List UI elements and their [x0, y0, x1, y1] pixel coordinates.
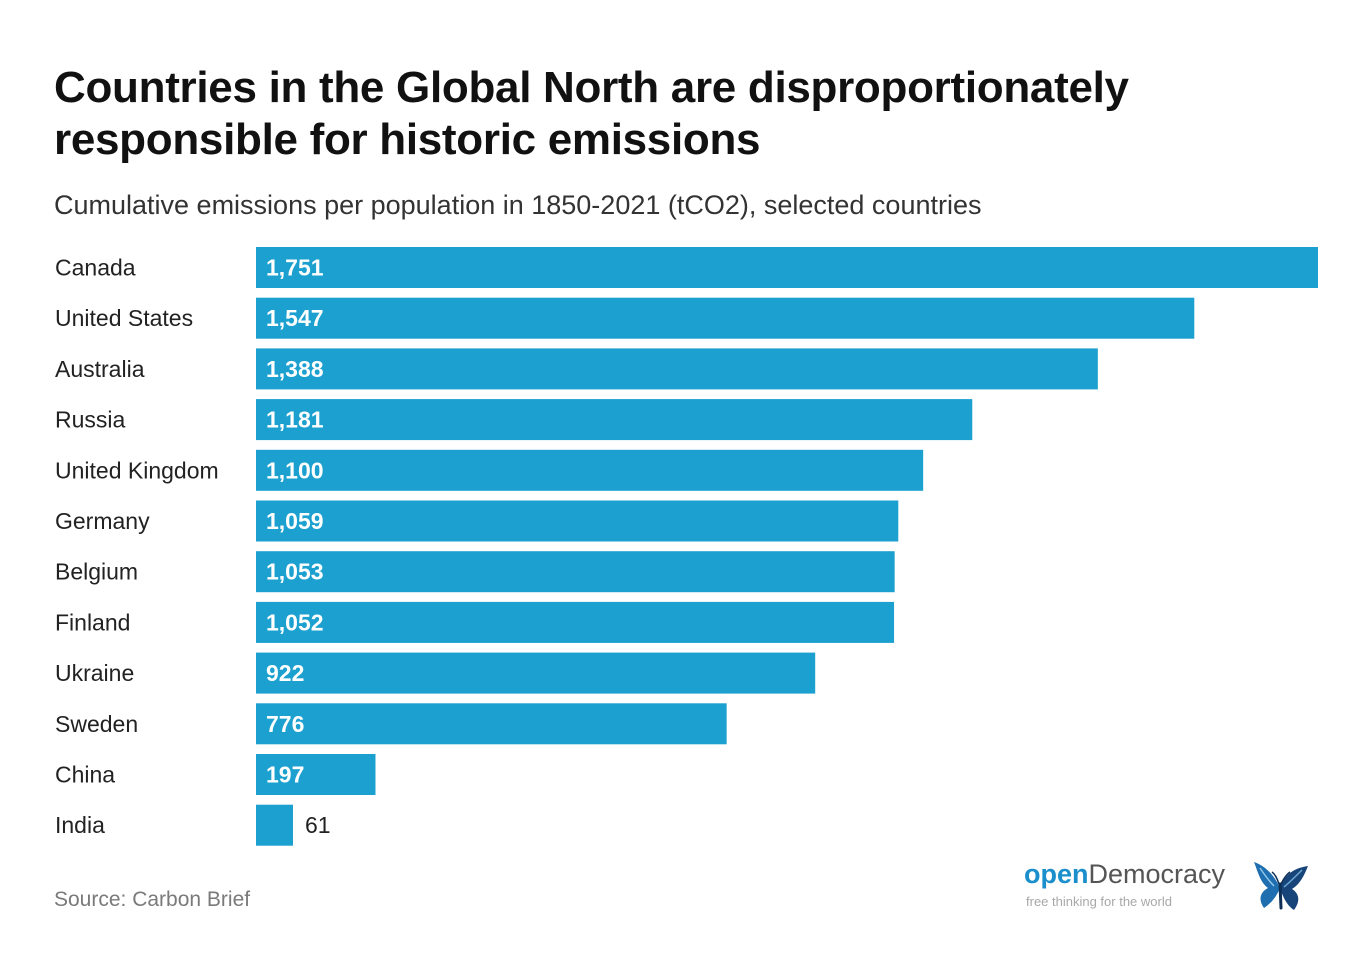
- category-label-germany: Germany: [55, 508, 150, 534]
- bar-belgium: [256, 551, 895, 593]
- value-label-sweden: 776: [266, 711, 304, 737]
- bar-ukraine: [256, 652, 816, 694]
- source-note: Source: Carbon Brief: [54, 888, 251, 911]
- bar-russia: [256, 399, 973, 441]
- bar-sweden: [256, 703, 727, 745]
- category-label-canada: Canada: [55, 255, 136, 281]
- value-label-united-kingdom: 1,100: [266, 457, 324, 483]
- value-label-canada: 1,751: [266, 255, 324, 281]
- logo-open-text: open: [1024, 859, 1089, 889]
- value-label-australia: 1,388: [266, 356, 324, 382]
- value-label-germany: 1,059: [266, 508, 324, 534]
- bar-india: [256, 804, 293, 846]
- opendemocracy-logo[interactable]: openDemocracy free thinking for the worl…: [1024, 858, 1324, 928]
- category-label-india: India: [55, 812, 105, 838]
- category-label-sweden: Sweden: [55, 711, 138, 737]
- bar-australia: [256, 348, 1098, 390]
- butterfly-icon: [1254, 862, 1308, 910]
- logo-wordmark: openDemocracy: [1024, 858, 1225, 890]
- value-label-ukraine: 922: [266, 660, 304, 686]
- chart-subtitle: Cumulative emissions per population in 1…: [54, 190, 982, 220]
- category-label-united-states: United States: [55, 305, 193, 331]
- value-label-united-states: 1,547: [266, 305, 324, 331]
- bar-china: [256, 754, 376, 795]
- bar-germany: [256, 500, 899, 542]
- bar-canada: [256, 247, 1318, 288]
- value-label-china: 197: [266, 762, 304, 788]
- logo-democracy-text: Democracy: [1088, 859, 1226, 889]
- category-label-finland: Finland: [55, 609, 130, 635]
- logo-tagline: free thinking for the world: [1026, 894, 1172, 909]
- category-label-australia: Australia: [55, 356, 145, 382]
- chart-title: Countries in the Global North are dispro…: [54, 63, 1129, 164]
- category-label-russia: Russia: [55, 407, 126, 433]
- value-label-russia: 1,181: [266, 407, 324, 433]
- value-label-india: 61: [305, 812, 331, 838]
- bar-united-states: [256, 297, 1195, 339]
- category-label-belgium: Belgium: [55, 559, 138, 585]
- value-label-belgium: 1,053: [266, 559, 324, 585]
- category-label-ukraine: Ukraine: [55, 660, 134, 686]
- category-label-china: China: [55, 762, 115, 788]
- category-label-united-kingdom: United Kingdom: [55, 457, 219, 483]
- value-label-finland: 1,052: [266, 609, 324, 635]
- bar-finland: [256, 601, 895, 643]
- bar-united-kingdom: [256, 449, 924, 491]
- bar-chart: Canada 1,751 United States 1,547 Australia 1,…: [55, 247, 1318, 846]
